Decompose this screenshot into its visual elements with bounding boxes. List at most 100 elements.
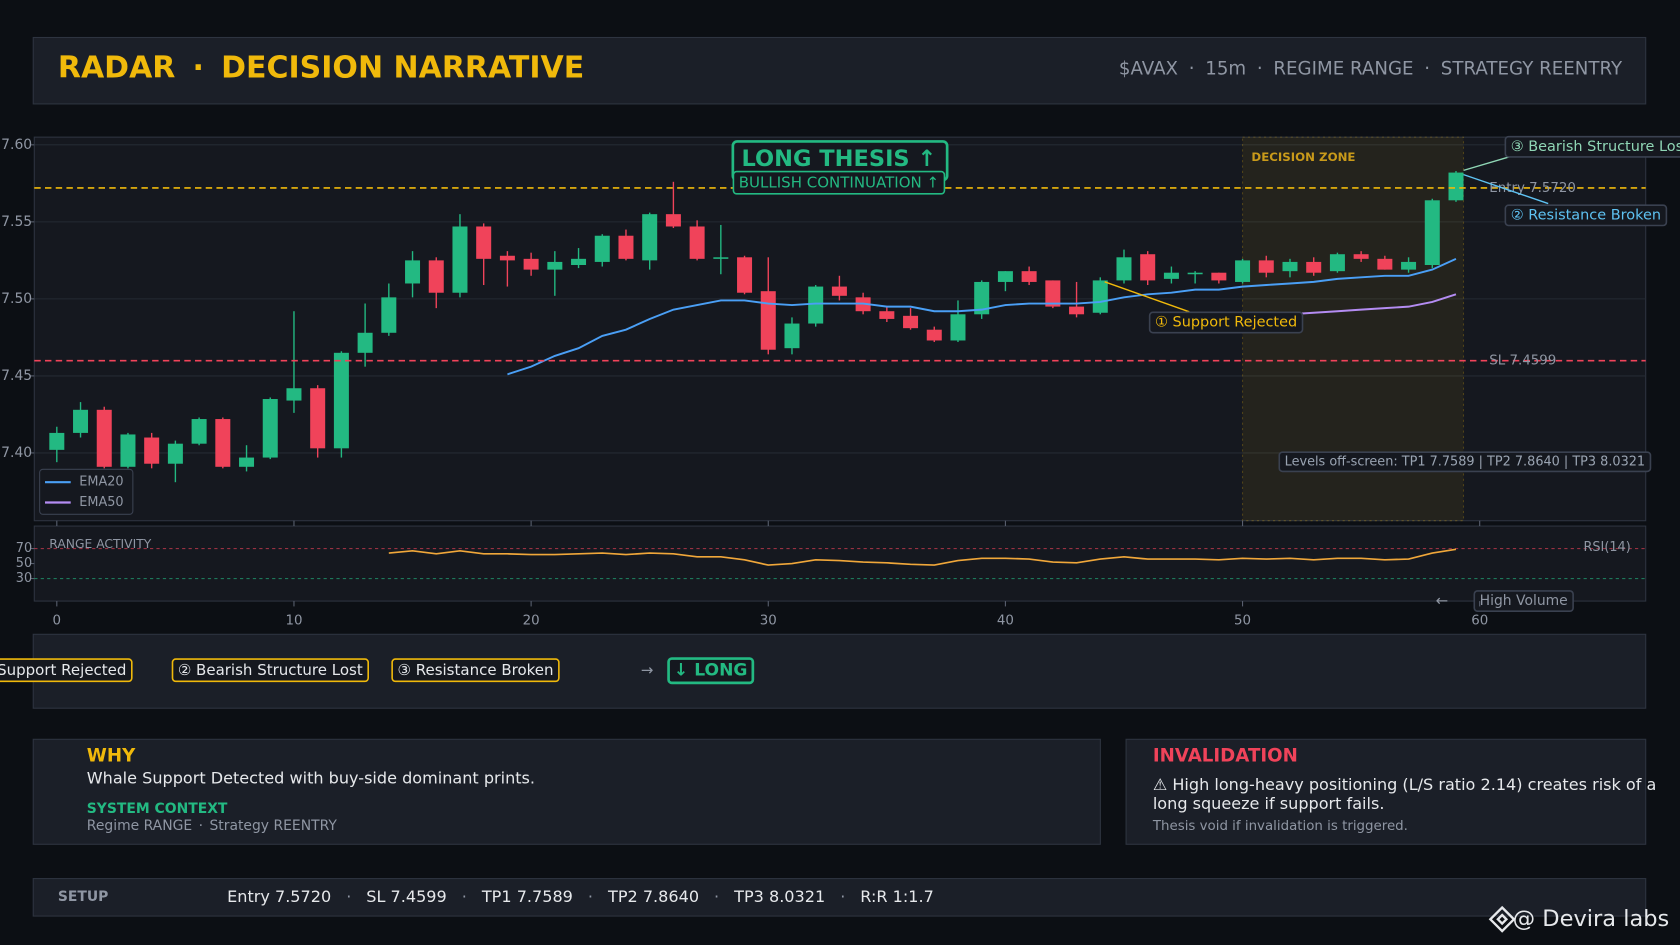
annotation-arrow [1463, 155, 1511, 172]
text-item: TP1 7.7589 [481, 886, 573, 905]
candle-body [1424, 200, 1440, 265]
candle-body [1021, 271, 1037, 282]
sequence-arrow: → [641, 661, 654, 679]
y-tick-label: 7.45 [1, 368, 32, 384]
y-tick-label: 30 [16, 571, 32, 586]
text-item: REGIME RANGE [1273, 59, 1413, 80]
candle-body [1353, 254, 1369, 259]
candle-body [1401, 261, 1417, 270]
legend-label: EMA50 [79, 495, 123, 510]
text-item: Entry 7.5720 [227, 886, 331, 905]
candle-body [1211, 272, 1227, 281]
candle-body [239, 457, 255, 467]
offscreen-note: Levels off-screen: TP1 7.7589 | TP2 7.86… [1285, 454, 1645, 469]
separator: · [199, 818, 203, 834]
candle-body [96, 409, 112, 467]
series-label: RSI(14) [1583, 540, 1630, 555]
text-item: Strategy REENTRY [209, 818, 337, 834]
separator: · [193, 50, 204, 85]
invalidation-note: Thesis void if invalidation is triggered… [1152, 819, 1408, 834]
label-box [732, 170, 946, 195]
text-item: 15m [1205, 59, 1246, 80]
text-item: STRATEGY REENTRY [1441, 59, 1623, 80]
candle-body [73, 409, 89, 433]
text-item: TP2 7.8640 [607, 886, 699, 905]
label-box [1473, 590, 1574, 613]
candle-body [760, 291, 776, 350]
candle-body [642, 214, 658, 261]
candle-body [808, 286, 824, 324]
text-item: RADAR [58, 50, 176, 85]
sequence-step: ③ Resistance Broken [398, 661, 554, 679]
level-label: SL 7.4599 [1489, 354, 1556, 369]
annotation-label: ① Support Rejected [1155, 315, 1297, 331]
text-item: DECISION NARRATIVE [221, 50, 584, 85]
candle-body [1092, 280, 1108, 313]
candle-body [1329, 254, 1345, 272]
candle-body [689, 226, 705, 259]
y-tick-label: 50 [16, 556, 32, 571]
candle-body [49, 432, 65, 450]
setup-panel [32, 878, 1647, 917]
y-tick-label: 70 [16, 541, 32, 556]
candle-body [357, 332, 373, 353]
candle-body [1235, 260, 1251, 282]
label-box [1148, 311, 1304, 334]
candle-body [1116, 257, 1132, 281]
why-title: WHY [87, 745, 136, 766]
y-tick-label: 7.40 [1, 445, 32, 461]
annotation-arrow [1104, 281, 1190, 313]
candle-body [737, 257, 753, 293]
separator: · [1189, 59, 1195, 80]
candle-body [476, 226, 492, 259]
separator: · [588, 886, 593, 905]
candle-body [594, 235, 610, 262]
candle-body [286, 388, 302, 401]
watermark: @ Devira labs [1513, 906, 1670, 932]
candle-body [381, 297, 397, 333]
sequence-decision: ↓ LONG [674, 661, 748, 681]
candle-body [405, 260, 421, 284]
candle-body [974, 281, 990, 315]
label-box [1504, 204, 1668, 227]
candle-body [1306, 261, 1322, 273]
annotation-arrow: ← [1436, 592, 1449, 610]
context-text: Regime RANGE · Strategy REENTRY [87, 818, 338, 834]
setup-values: Entry 7.5720 · SL 7.4599 · TP1 7.7589 · TP2 7.… [227, 886, 934, 905]
separator: · [462, 886, 467, 905]
legend-label: EMA20 [79, 475, 123, 490]
candle-body [879, 311, 895, 319]
invalidation-title: INVALIDATION [1153, 745, 1298, 766]
plot-panel [33, 525, 1647, 602]
candle-body [831, 286, 847, 296]
candle-body [903, 315, 919, 329]
x-tick-label: 50 [1234, 613, 1251, 628]
y-tick-label: 7.50 [1, 291, 32, 307]
label-box [667, 657, 755, 685]
context-title: SYSTEM CONTEXT [87, 801, 228, 817]
logo-icon [1488, 905, 1516, 933]
separator: · [346, 886, 351, 905]
candle-body [1377, 258, 1393, 270]
why-text: Whale Support Detected with buy-side dom… [87, 768, 535, 787]
candle-body [191, 419, 207, 444]
candle-body [1258, 260, 1274, 273]
annotation-arrow [1463, 173, 1549, 205]
header-meta: $AVAX · 15m · REGIME RANGE · STRATEGY REENTRY [1119, 59, 1623, 80]
text-item: SL 7.4599 [366, 886, 446, 905]
thesis-subtitle: BULLISH CONTINUATION ↑ [739, 174, 939, 192]
thesis-title: LONG THESIS ↑ [742, 146, 937, 172]
candle-body [167, 443, 183, 464]
candle-body [262, 399, 278, 458]
zone-label: DECISION ZONE [1251, 150, 1355, 164]
x-tick-label: 10 [285, 613, 302, 628]
candle-body [997, 271, 1013, 282]
candle-body [1282, 261, 1298, 272]
candle-body [1163, 272, 1179, 279]
label-box [171, 658, 369, 683]
x-tick-label: 0 [53, 613, 62, 628]
y-tick-label: 7.55 [1, 214, 32, 230]
candle-body [950, 314, 966, 341]
